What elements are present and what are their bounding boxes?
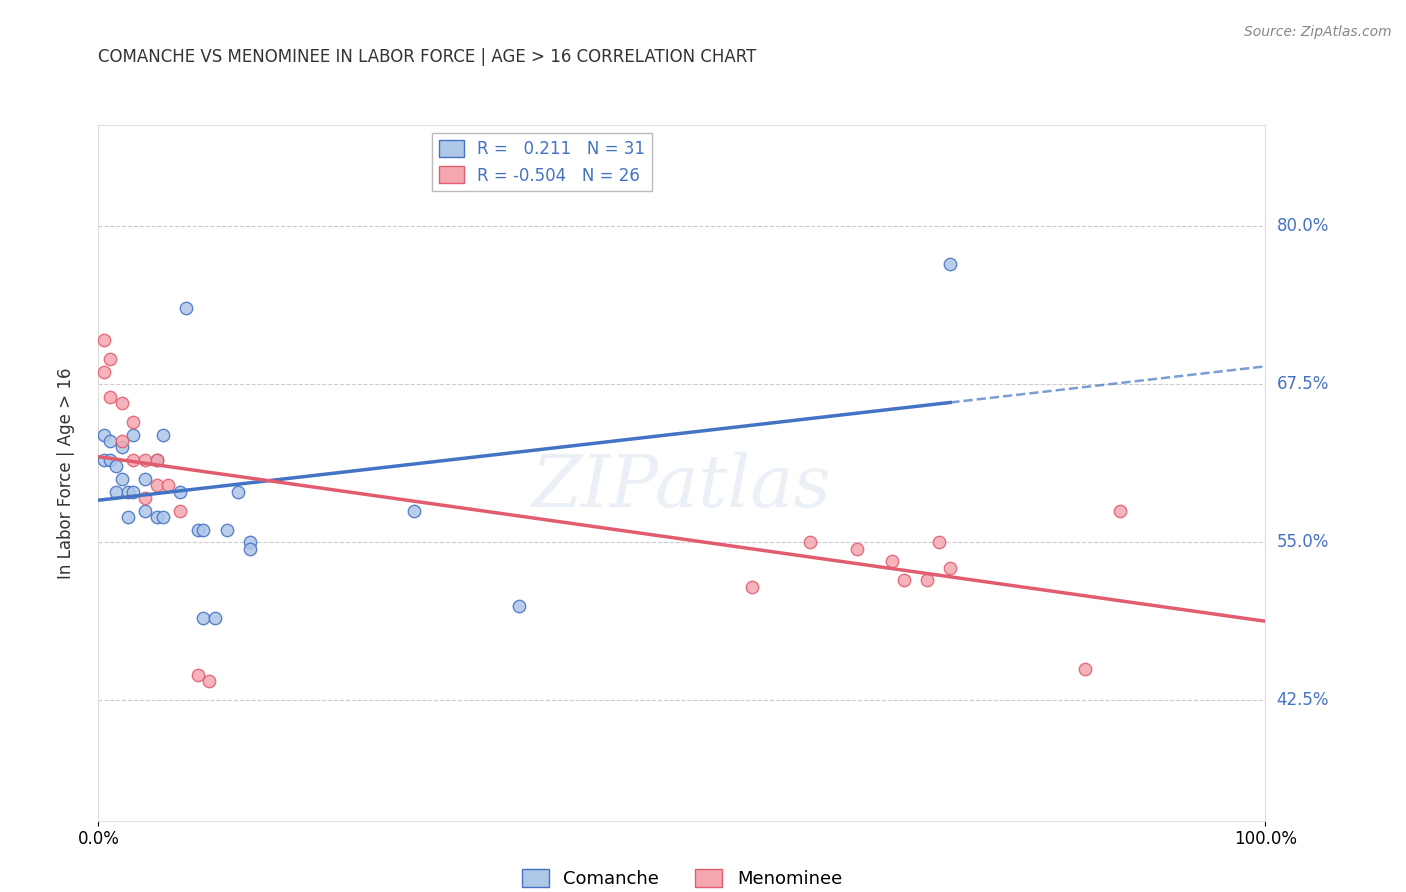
Point — [117, 510, 139, 524]
Point — [117, 484, 139, 499]
Point — [239, 535, 262, 549]
Point — [939, 257, 962, 271]
Point — [98, 453, 121, 467]
Point — [845, 541, 868, 556]
Point — [134, 504, 156, 518]
Point — [152, 510, 174, 524]
Point — [169, 484, 191, 499]
Point — [111, 434, 134, 449]
Point — [134, 491, 156, 505]
Point — [98, 351, 121, 366]
Point — [402, 504, 425, 518]
Point — [146, 453, 169, 467]
Point — [880, 554, 903, 568]
Point — [741, 580, 763, 594]
Point — [122, 415, 145, 429]
Point — [93, 333, 115, 347]
Point — [893, 574, 915, 588]
Point — [193, 523, 215, 537]
Point — [146, 453, 169, 467]
Point — [799, 535, 821, 549]
Point — [111, 472, 134, 486]
Point — [187, 523, 209, 537]
Point — [215, 523, 238, 537]
Text: 42.5%: 42.5% — [1277, 691, 1329, 709]
Point — [187, 668, 209, 682]
Point — [134, 453, 156, 467]
Text: 55.0%: 55.0% — [1277, 533, 1329, 551]
Text: ZIPatlas: ZIPatlas — [531, 451, 832, 522]
Point — [174, 301, 197, 316]
Point — [915, 574, 938, 588]
Point — [928, 535, 950, 549]
Point — [98, 390, 121, 404]
Text: 80.0%: 80.0% — [1277, 217, 1329, 235]
Point — [152, 427, 174, 442]
Point — [122, 484, 145, 499]
Point — [104, 459, 127, 474]
Point — [122, 453, 145, 467]
Point — [193, 611, 215, 625]
Point — [122, 427, 145, 442]
Point — [508, 599, 530, 613]
Point — [1073, 662, 1095, 676]
Text: COMANCHE VS MENOMINEE IN LABOR FORCE | AGE > 16 CORRELATION CHART: COMANCHE VS MENOMINEE IN LABOR FORCE | A… — [98, 48, 756, 66]
Point — [157, 478, 180, 492]
Text: Source: ZipAtlas.com: Source: ZipAtlas.com — [1244, 25, 1392, 38]
Point — [93, 365, 115, 379]
Point — [1108, 504, 1130, 518]
Point — [228, 484, 250, 499]
Point — [104, 484, 127, 499]
Text: 67.5%: 67.5% — [1277, 376, 1329, 393]
Point — [93, 453, 115, 467]
Y-axis label: In Labor Force | Age > 16: In Labor Force | Age > 16 — [56, 367, 75, 579]
Legend: Comanche, Menominee: Comanche, Menominee — [515, 862, 849, 892]
Point — [146, 478, 169, 492]
Point — [239, 541, 262, 556]
Point — [204, 611, 226, 625]
Point — [169, 504, 191, 518]
Point — [134, 472, 156, 486]
Point — [146, 510, 169, 524]
Point — [93, 427, 115, 442]
Point — [198, 674, 221, 689]
Point — [111, 441, 134, 455]
Point — [939, 560, 962, 574]
Point — [111, 396, 134, 410]
Point — [98, 434, 121, 449]
